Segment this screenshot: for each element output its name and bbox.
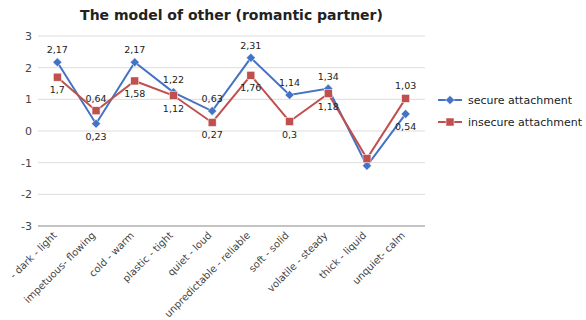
data-label: 2,31 [240, 40, 261, 51]
legend-marker [446, 96, 455, 105]
y-tick-label: 1 [25, 93, 32, 106]
point [246, 53, 255, 62]
data-label: 0,3 [282, 129, 297, 140]
y-tick-label: 2 [25, 62, 32, 75]
data-label: 1,03 [395, 80, 416, 91]
grid-line [38, 36, 425, 37]
point [169, 92, 177, 100]
data-label: 1,12 [163, 103, 184, 114]
point [53, 58, 62, 67]
point [401, 109, 410, 118]
point [247, 71, 255, 79]
y-tick-label: -2 [21, 188, 32, 201]
series-line [57, 58, 405, 166]
data-labels: 2,17 0,23 2,17 1,22 0,63 2,31 1,14 1,34 0,54 1,7 0… [47, 40, 416, 142]
data-label: 2,17 [47, 44, 68, 55]
legend: secure attachment insecure attachment [438, 94, 583, 129]
grid-line [38, 67, 425, 68]
y-tick-label: 3 [25, 30, 32, 43]
data-label: 0,64 [85, 93, 106, 104]
x-tick-label: unpredictable - reliable [162, 230, 252, 320]
x-tick-label: unquiet- calm [350, 230, 407, 287]
y-tick-label: 0 [25, 125, 32, 138]
data-label: 0,54 [395, 121, 416, 132]
point [53, 73, 61, 81]
data-label: 1,76 [240, 82, 261, 93]
point [92, 107, 100, 115]
point [324, 90, 332, 98]
point [92, 119, 101, 128]
x-axis-line [38, 226, 425, 227]
grid-line [38, 194, 425, 195]
point [208, 118, 216, 126]
point [285, 90, 294, 99]
data-label: 0,27 [202, 129, 223, 140]
y-axis: -3 -2 -1 0 1 2 3 [21, 30, 425, 233]
data-label: 1,34 [318, 71, 339, 82]
point [130, 58, 139, 67]
x-tick-label: volatile - steady [265, 230, 330, 295]
point [286, 118, 294, 126]
data-label: 1,18 [318, 101, 339, 112]
x-tick-label: impetuous- flowing [22, 230, 98, 306]
grid-line [38, 226, 425, 227]
data-label: 2,17 [124, 44, 145, 55]
x-tick-label: plastic - tight [120, 230, 174, 284]
y-tick-label: -1 [21, 157, 32, 170]
plot-area [53, 53, 410, 170]
legend-marker [446, 118, 454, 126]
data-label: 1,58 [124, 88, 145, 99]
point [402, 94, 410, 102]
data-label: 1,7 [50, 84, 65, 95]
chart: The model of other (romantic partner)-3-… [0, 0, 586, 320]
data-label: 0,23 [85, 131, 106, 142]
point [363, 155, 371, 163]
title: The model of other (romantic partner) [80, 7, 383, 23]
point [131, 77, 139, 85]
series-line [57, 75, 405, 158]
data-label: 1,14 [279, 77, 300, 88]
point [208, 107, 217, 116]
y-tick-label: -3 [21, 220, 32, 233]
legend-label: secure attachment [468, 94, 573, 107]
data-label: 0,63 [202, 93, 223, 104]
x-axis: - dark - lightimpetuous- flowingcold - w… [8, 230, 407, 320]
legend-label: insecure attachment [468, 116, 583, 129]
data-label: 1,22 [163, 74, 184, 85]
